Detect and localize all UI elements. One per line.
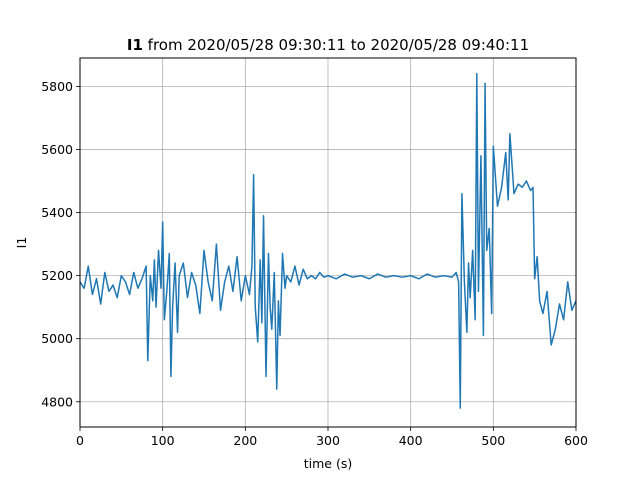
y-tick-label: 5400 (41, 205, 73, 220)
chart-title-bold: I1 (127, 36, 143, 54)
grid (79, 58, 577, 427)
chart-title-rest: from 2020/05/28 09:30:11 to 2020/05/28 0… (143, 36, 529, 54)
ticks: 0 100 200 300 400 500 600 4800 5000 5200 5400 5600 5… (41, 79, 588, 448)
x-axis-label: time (s) (304, 456, 352, 471)
x-tick-label: 0 (76, 433, 84, 448)
x-tick-label: 300 (316, 433, 340, 448)
plot-area (79, 73, 577, 409)
x-tick-label: 400 (399, 433, 423, 448)
y-tick-label: 4800 (41, 394, 73, 409)
series-line (79, 73, 577, 409)
x-tick-label: 100 (151, 433, 175, 448)
x-tick-label: 500 (481, 433, 505, 448)
x-tick-label: 200 (233, 433, 257, 448)
y-tick-label: 5200 (41, 268, 73, 283)
y-tick-label: 5600 (41, 142, 73, 157)
y-axis-label: I1 (14, 237, 29, 249)
y-tick-label: 5800 (41, 79, 73, 94)
chart-title: I1 from 2020/05/28 09:30:11 to 2020/05/2… (127, 36, 529, 54)
x-tick-label: 600 (564, 433, 588, 448)
y-tick-label: 5000 (41, 331, 73, 346)
